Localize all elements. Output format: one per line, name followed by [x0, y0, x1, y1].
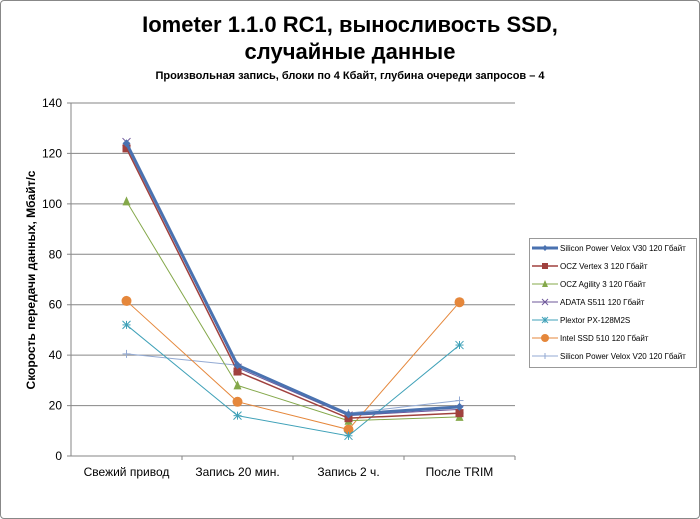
legend-swatch — [532, 245, 558, 251]
data-point — [233, 411, 242, 421]
x-tick-label: Запись 2 ч. — [317, 465, 379, 479]
legend-label: OCZ Agility 3 120 Гбайт — [560, 279, 646, 289]
x-tick-label: После TRIM — [426, 465, 494, 479]
data-point — [233, 367, 242, 376]
legend: Silicon Power Velox V30 120 Гбайт OCZ Ver… — [529, 238, 697, 368]
legend-label: Silicon Power Velox V20 120 Гбайт — [560, 351, 686, 361]
y-tick-label: 0 — [55, 449, 62, 463]
legend-label: OCZ Vertex 3 120 Гбайт — [560, 261, 648, 271]
legend-label: ADATA S511 120 Гбайт — [560, 297, 645, 307]
legend-item: Silicon Power Velox V30 120 Гбайт — [530, 239, 696, 257]
y-tick-label: 80 — [49, 247, 63, 261]
chart-title: Iometer 1.1.0 RC1, выносливость SSD, слу… — [1, 11, 699, 65]
series-line — [125, 148, 460, 419]
x-tick-label: Запись 20 мин. — [195, 465, 279, 479]
y-tick-label: 120 — [42, 146, 62, 160]
legend-label: Intel SSD 510 120 Гбайт — [560, 333, 649, 343]
series-4 — [122, 320, 464, 441]
data-point — [455, 402, 464, 411]
data-point — [233, 380, 242, 390]
data-point — [344, 410, 353, 419]
series-line — [125, 142, 460, 416]
series-line — [126, 300, 460, 431]
y-tick-label: 140 — [42, 96, 62, 110]
data-point — [344, 431, 353, 441]
legend-item: Plextor PX-128M2S — [530, 311, 696, 329]
data-point — [455, 340, 464, 350]
legend-item: OCZ Vertex 3 120 Гбайт — [530, 257, 696, 275]
data-point — [343, 424, 354, 435]
chart-subtitle: Произвольная запись, блоки по 4 Кбайт, г… — [155, 70, 545, 82]
x-tick-label: Свежий привод — [84, 465, 170, 479]
data-point — [122, 139, 131, 148]
legend-swatch — [532, 334, 558, 342]
legend-item: OCZ Agility 3 120 Гбайт — [530, 275, 696, 293]
series-line — [126, 141, 460, 417]
data-point — [121, 295, 132, 306]
legend-item: Silicon Power Velox V20 120 Гбайт — [530, 347, 696, 365]
data-point — [122, 144, 131, 153]
legend-swatch — [532, 298, 558, 306]
series-line — [126, 324, 460, 437]
legend-item: Intel SSD 510 120 Гбайт — [530, 329, 696, 347]
legend-swatch — [532, 263, 558, 269]
legend-swatch — [532, 316, 558, 324]
series-line — [126, 201, 460, 422]
y-tick-label: 60 — [49, 298, 63, 312]
legend-label: Silicon Power Velox V30 120 Гбайт — [560, 243, 686, 253]
y-tick-label: 100 — [42, 197, 62, 211]
legend-label: Plextor PX-128M2S — [560, 315, 631, 325]
data-point — [232, 396, 243, 407]
y-tick-label: 20 — [49, 399, 63, 413]
data-point — [455, 409, 464, 418]
data-point — [454, 297, 465, 308]
data-point — [122, 320, 131, 330]
data-point — [122, 196, 131, 206]
legend-swatch — [532, 353, 558, 359]
y-tick-label: 40 — [49, 348, 63, 362]
legend-item: ADATA S511 120 Гбайт — [530, 293, 696, 311]
title-line-2: случайные данные — [244, 39, 456, 64]
series-2 — [122, 196, 464, 425]
title-line-1: Iometer 1.1.0 RC1, выносливость SSD, — [142, 12, 558, 37]
series-0 — [122, 139, 464, 419]
data-point — [233, 361, 242, 370]
series-5 — [121, 295, 465, 435]
series-1 — [122, 144, 464, 423]
legend-swatch — [532, 280, 558, 287]
data-point — [122, 349, 131, 358]
series-line — [126, 353, 460, 414]
